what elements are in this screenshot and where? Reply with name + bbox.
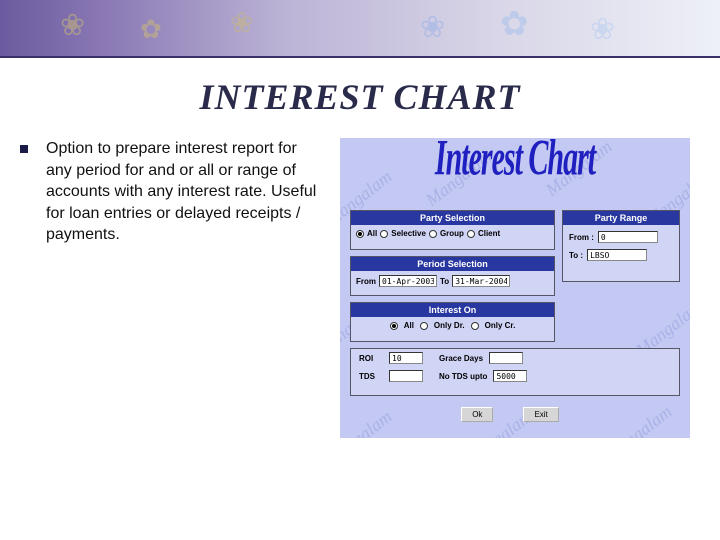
roi-panel: ROI Grace Days TDS No TDS upto	[350, 348, 680, 396]
party-selection-title: Party Selection	[351, 211, 554, 225]
radio-int-all-label: All	[404, 321, 414, 330]
range-to-input[interactable]	[587, 249, 647, 261]
radio-int-cr-label: Only Cr.	[485, 321, 516, 330]
party-range-panel: Party Range From : To :	[562, 210, 680, 282]
app-screenshot: Mangalam Mangalam Mangalam Mangalam Mang…	[340, 138, 690, 438]
radio-all-label: All	[367, 229, 377, 238]
radio-int-all[interactable]	[390, 322, 398, 330]
period-to-input[interactable]	[452, 275, 510, 287]
party-selection-panel: Party Selection All Selective Group Clie…	[350, 210, 555, 250]
description-text: Option to prepare interest report for an…	[46, 138, 320, 246]
radio-group-label: Group	[440, 229, 464, 238]
tds-label: TDS	[359, 372, 383, 381]
interest-on-title: Interest On	[351, 303, 554, 317]
exit-button[interactable]: Exit	[523, 407, 558, 422]
radio-all[interactable]	[356, 230, 364, 238]
radio-selective[interactable]	[380, 230, 388, 238]
button-row: Ok Exit	[420, 402, 600, 426]
grace-input[interactable]	[489, 352, 523, 364]
radio-client[interactable]	[467, 230, 475, 238]
radio-group[interactable]	[429, 230, 437, 238]
period-from-input[interactable]	[379, 275, 437, 287]
radio-selective-label: Selective	[391, 229, 426, 238]
watermark: Mangalam	[340, 406, 396, 438]
banner-decoration: ❀ ✿ ❀ ❀ ✿ ❀	[0, 0, 720, 58]
range-to-label: To :	[569, 251, 583, 260]
roi-label: ROI	[359, 354, 383, 363]
tds-input[interactable]	[389, 370, 423, 382]
watermark: Mangalam	[602, 401, 676, 438]
radio-int-dr[interactable]	[420, 322, 428, 330]
party-range-title: Party Range	[563, 211, 679, 225]
notds-input[interactable]	[493, 370, 527, 382]
description-block: Option to prepare interest report for an…	[20, 138, 320, 438]
period-selection-title: Period Selection	[351, 257, 554, 271]
period-selection-panel: Period Selection From To	[350, 256, 555, 296]
radio-client-label: Client	[478, 229, 500, 238]
slide-title: INTEREST CHART	[0, 76, 720, 118]
range-from-input[interactable]	[598, 231, 658, 243]
period-to-label: To	[440, 277, 449, 286]
interest-on-panel: Interest On All Only Dr. Only Cr.	[350, 302, 555, 342]
roi-input[interactable]	[389, 352, 423, 364]
period-from-label: From	[356, 277, 376, 286]
ok-button[interactable]: Ok	[461, 407, 493, 422]
bullet-icon	[20, 145, 28, 153]
content-area: Option to prepare interest report for an…	[0, 138, 720, 438]
radio-int-cr[interactable]	[471, 322, 479, 330]
radio-int-dr-label: Only Dr.	[434, 321, 465, 330]
app-title: Interest Chart	[340, 138, 690, 188]
notds-label: No TDS upto	[439, 372, 487, 381]
range-from-label: From :	[569, 233, 594, 242]
grace-label: Grace Days	[439, 354, 483, 363]
